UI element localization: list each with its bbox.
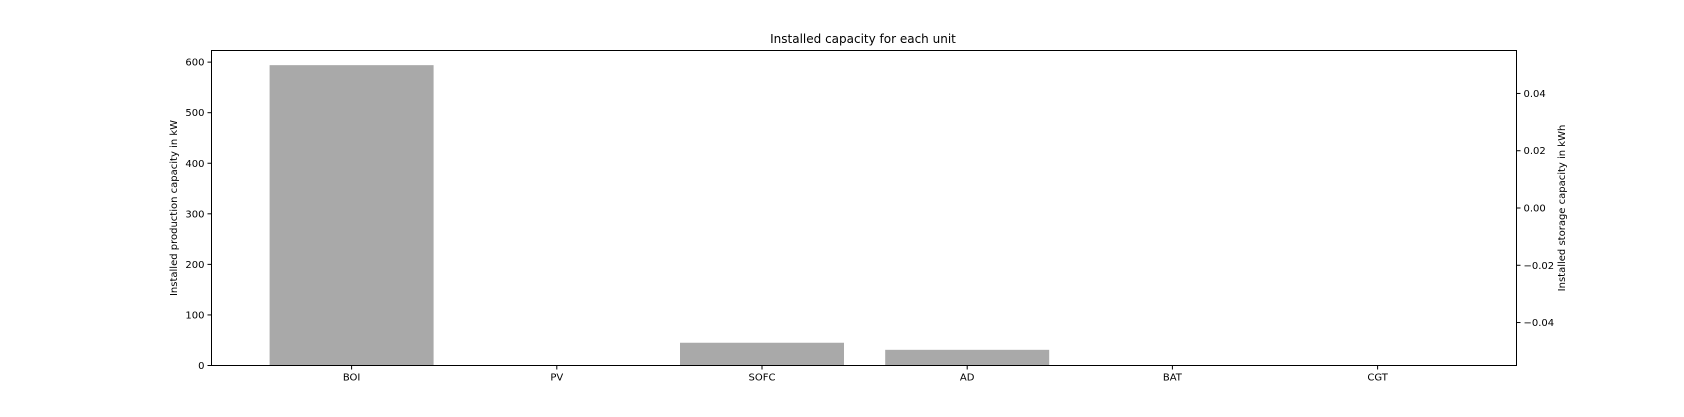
y-tick-label: 200 bbox=[185, 260, 204, 271]
y-axis-ticks: 0 100 200 300 400 500 600 bbox=[185, 58, 212, 372]
y2-tick-label: 0.02 bbox=[1524, 146, 1546, 157]
y-tick-label: 100 bbox=[185, 310, 204, 321]
x-axis-ticks: BOI PV SOFC AD BAT CGT bbox=[343, 365, 1389, 384]
y-tick-label: 400 bbox=[185, 159, 204, 170]
y2-tick-label: −0.04 bbox=[1524, 318, 1555, 329]
y-tick-label: 0 bbox=[198, 361, 204, 372]
x-tick-label: SOFC bbox=[749, 373, 776, 384]
y2-axis-ticks: −0.04 −0.02 0.00 0.02 0.04 bbox=[1516, 89, 1555, 329]
bar-sofc bbox=[680, 342, 844, 366]
y-tick-label: 500 bbox=[185, 108, 204, 119]
x-tick-label: BOI bbox=[343, 373, 361, 384]
x-tick-label: AD bbox=[960, 373, 975, 384]
chart-title: Installed capacity for each unit bbox=[770, 32, 956, 46]
bar-ad bbox=[885, 349, 1050, 366]
x-tick-label: CGT bbox=[1367, 373, 1388, 384]
y-tick-label: 600 bbox=[185, 58, 204, 69]
y2-tick-label: 0.04 bbox=[1524, 89, 1546, 100]
y-tick-label: 300 bbox=[185, 209, 204, 220]
y2-tick-label: −0.02 bbox=[1524, 261, 1555, 272]
y2-axis-label: Installed storage capacity in kWh bbox=[1557, 125, 1568, 292]
bars-group bbox=[269, 65, 1050, 366]
x-tick-label: PV bbox=[550, 373, 563, 384]
y-axis-label: Installed production capacity in kW bbox=[169, 120, 180, 296]
y2-tick-label: 0.00 bbox=[1524, 204, 1546, 215]
x-tick-label: BAT bbox=[1163, 373, 1183, 384]
bar-boi bbox=[269, 65, 434, 366]
